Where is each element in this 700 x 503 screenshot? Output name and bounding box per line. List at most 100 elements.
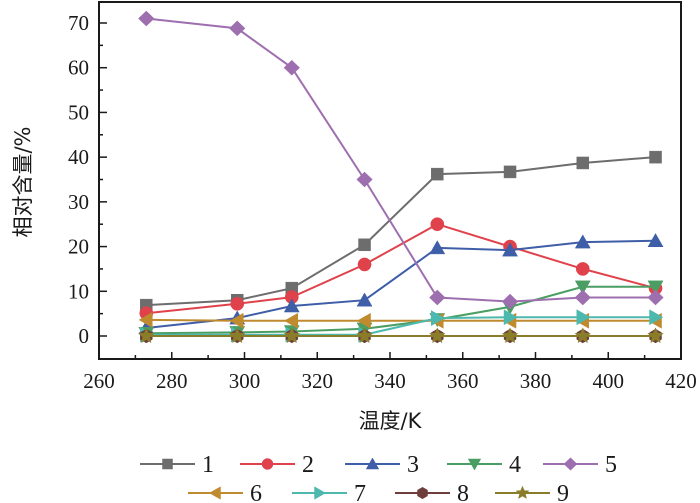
data-point	[356, 292, 373, 307]
data-point	[230, 296, 245, 311]
legend-marker	[208, 486, 221, 500]
series-line	[146, 17, 656, 303]
data-point	[574, 289, 591, 306]
plot-frame	[98, 1, 682, 360]
data-point	[431, 167, 444, 181]
legend-item-1: 1	[140, 452, 214, 478]
data-point	[228, 327, 246, 344]
legend-marker	[261, 458, 274, 470]
series-layer	[137, 10, 664, 344]
legend-item-7: 7	[292, 481, 366, 503]
series-line	[146, 285, 656, 335]
x-tick-label: 260	[83, 369, 115, 393]
y-axis-title: 相对含量/%	[11, 126, 35, 237]
y-tick-label: 50	[68, 100, 89, 124]
series-2	[139, 217, 663, 321]
x-tick-label: 400	[593, 369, 625, 393]
data-point	[138, 311, 153, 328]
legend-label: 4	[509, 452, 521, 478]
legend-label: 5	[605, 452, 617, 478]
y-tick-label: 70	[68, 11, 89, 35]
data-point	[357, 257, 372, 272]
series-line	[146, 156, 656, 307]
data-point	[575, 262, 590, 276]
x-tick-label: 280	[156, 369, 188, 393]
data-point	[647, 280, 664, 295]
series-line	[146, 239, 656, 329]
legend-item-3: 3	[345, 452, 419, 478]
legend-item-6: 6	[188, 481, 262, 503]
data-point	[503, 165, 517, 179]
data-point	[284, 312, 299, 329]
legend-item-4: 4	[447, 452, 521, 478]
x-tick-label: 360	[447, 369, 479, 393]
x-axis-title: 温度/K	[359, 409, 423, 433]
data-point	[283, 59, 300, 76]
y-tick-label: 60	[68, 56, 89, 80]
data-point	[576, 156, 590, 170]
legend-marker	[467, 458, 482, 471]
legend-marker	[314, 486, 327, 500]
x-tick-label: 320	[302, 369, 334, 393]
data-point	[283, 327, 301, 344]
series-9	[137, 327, 664, 344]
legend-label: 1	[202, 452, 214, 478]
data-point	[647, 289, 664, 306]
data-point	[647, 233, 664, 248]
data-point	[429, 289, 446, 306]
legend-item-8: 8	[395, 481, 469, 503]
data-point	[649, 150, 662, 164]
legend-label: 7	[354, 481, 366, 503]
y-axis: 0 10 20 30 40 50 60 70	[68, 11, 107, 348]
legend-marker	[417, 487, 428, 500]
x-tick-label: 380	[520, 369, 552, 393]
data-point	[137, 327, 155, 344]
legend-marker	[563, 457, 578, 471]
data-point	[430, 217, 445, 232]
x-tick-label: 340	[374, 369, 406, 393]
x-axis: 260 280 300 320 340 360 380 400 420	[83, 352, 697, 393]
data-point	[429, 240, 446, 255]
data-point	[356, 312, 371, 329]
data-point	[502, 242, 518, 257]
data-point	[501, 293, 519, 310]
legend-marker	[365, 457, 380, 470]
data-point	[356, 171, 373, 188]
x-tick-label: 300	[229, 369, 261, 393]
data-point	[283, 298, 300, 313]
data-point	[574, 234, 591, 249]
legend-label: 8	[457, 481, 469, 503]
series-5	[138, 10, 664, 310]
data-point	[358, 238, 371, 252]
series-line	[146, 316, 656, 336]
data-point	[503, 309, 518, 326]
y-tick-label: 0	[79, 324, 90, 348]
data-point	[229, 312, 244, 329]
series-line	[146, 223, 656, 315]
data-point	[576, 309, 591, 326]
y-tick-label: 40	[68, 145, 89, 169]
y-tick-label: 10	[68, 279, 89, 303]
data-point	[574, 280, 591, 295]
legend-item-9: 9	[495, 481, 569, 503]
y-tick-label: 30	[68, 190, 89, 214]
legend-marker	[515, 485, 530, 500]
legend-label: 6	[250, 481, 262, 503]
series-line	[146, 318, 656, 322]
data-point	[428, 327, 446, 344]
y-tick-label: 20	[68, 235, 89, 259]
data-point	[574, 327, 592, 344]
legend-label: 2	[302, 452, 314, 478]
series-6	[138, 311, 662, 329]
data-point	[647, 327, 664, 344]
legend-label: 3	[407, 452, 419, 478]
data-point	[138, 10, 155, 27]
x-tick-label: 420	[665, 369, 697, 393]
data-point	[501, 327, 519, 344]
legend-label: 9	[557, 481, 569, 503]
legend-item-5: 5	[543, 452, 617, 478]
data-point	[356, 327, 373, 344]
legend-marker	[162, 458, 173, 470]
legend-item-2: 2	[240, 452, 314, 478]
